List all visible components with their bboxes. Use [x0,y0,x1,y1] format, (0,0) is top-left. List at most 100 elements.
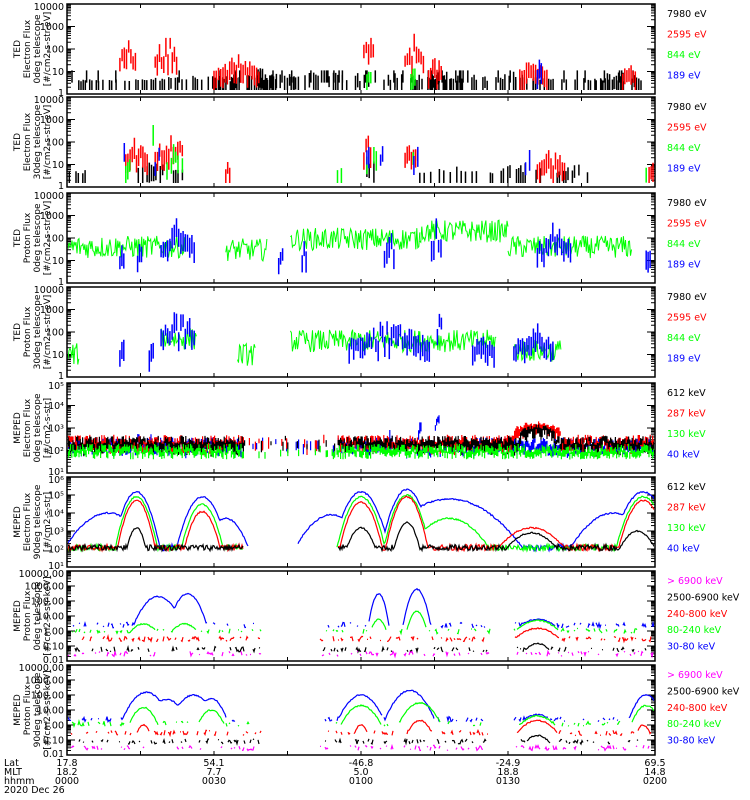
legend-entry: 844 eV [667,239,701,250]
y-axis-label-line: MEPED [13,600,23,632]
series-240-800-kev [70,719,654,738]
y-tick-label: 1 [58,88,64,99]
y-axis-label-line: TED [13,229,23,248]
legend-entry: 844 eV [667,143,701,154]
series-trace [68,443,654,460]
panel-7: 10000.001000.00100.0010.001.000.100.01ME… [13,569,740,666]
x-tick-hhmm: 0200 [643,776,667,787]
y-tick-label: 100 [46,234,64,245]
series-2595-ev [125,135,654,183]
series-189-ev [123,143,531,176]
y-tick-label: 10 [52,256,64,267]
x-tick-hhmm: 0100 [349,776,373,787]
series-trace [68,488,654,553]
series-trace [290,226,421,252]
legend-entry: 2595 eV [667,30,707,41]
series-trace [119,218,651,275]
legend-entry: 30-80 keV [667,736,716,747]
series-189-ev [119,218,651,275]
y-axis-label: MEPED Proton Flux 0deg telescope [#/cm2-s-s… [13,576,53,655]
series-trace [81,627,652,644]
y-axis-label-line: TED [13,40,23,59]
series-trace [123,143,531,176]
series-trace [68,735,644,744]
y-tick-label: 10.00 [37,706,64,717]
x-tick-mlt: 5.0 [353,767,368,778]
legend-entry: 2595 eV [667,219,707,230]
series-trace [68,689,654,724]
y-axis-label-line: MEPED [13,506,23,538]
y-axis-label-line: Proton Flux [23,212,33,263]
y-axis-label-line: 90deg telescope [33,484,43,559]
y-tick-label: 10³ [48,424,64,435]
y-tick-label: 10.00 [37,612,64,623]
series-trace [68,649,654,659]
y-axis-label: MEPED Electron Flux 90deg telescope [#/cm2-… [13,484,53,559]
legend-entry: 844 eV [667,50,701,61]
series-844-ev [366,68,416,90]
x-tick-mlt: 14.8 [644,767,665,778]
y-axis-label-line: MEPED [13,694,23,726]
y-tick-label: 100.00 [31,691,64,702]
y-axis-label-line: Electron Flux [23,112,33,171]
y-tick-label: 100 [46,138,64,149]
series-844-ev [68,328,562,366]
y-axis-label-line: Proton Flux [23,306,33,357]
x-tick-lat: 54.1 [203,758,224,769]
series-240-800-kev [81,627,652,644]
x-tick-hhmm: 0130 [496,776,520,787]
series-7980-ev [71,68,642,90]
panel-6: 10⁶ 10⁵ 10⁴ 10³ 10² 10¹ MEPED Electron Flux 90de… [13,475,706,572]
y-axis-label: TED Electron Flux 0deg telescope [#/cm2-s-s… [13,12,53,87]
y-axis-label-line: Electron Flux [23,492,33,551]
series-trace [419,219,509,244]
panel-1: 10000 1000 100 10 1 TED Electron Flux 0deg tele… [13,2,707,99]
panel-3: 10000 1000 100 10 1 TED Proton Flux 0deg telesc… [13,191,707,288]
y-tick-label: 1000 [40,22,64,33]
data-area [68,312,562,372]
panel-frame [66,286,656,378]
legend-entry: 189 eV [667,164,701,175]
series-2500-6900-kev [68,642,654,654]
series-trace [419,329,497,353]
y-tick-label: 10¹ [48,561,64,572]
y-tick-label: 10000.00 [19,569,64,580]
y-axis-label-line: [#/cm2-s-str] [43,398,53,458]
y-axis-label-line: TED [13,133,23,152]
y-tick-label: 1 [58,277,64,288]
y-tick-label: 10² [48,545,64,556]
legend-entry: 130 keV [667,523,706,534]
series-trace [71,68,642,90]
legend-entry: 80-240 keV [667,625,722,636]
series-trace [366,68,416,90]
y-tick-label: 10² [48,446,64,457]
series-trace [72,611,653,634]
x-tick-lat: -46.8 [349,758,374,769]
series-189-ev [119,312,554,372]
y-axis-label-line: [#/cm2-s-str-keV] [43,576,53,655]
y-axis-label-line: [#/cm2-s-str-eV] [43,12,53,87]
series-2500-6900-kev [68,735,644,744]
series--6900-kev [68,649,654,659]
legend-entry: 7980 eV [667,198,707,209]
legend-entry: 40 keV [667,544,700,555]
legend-entry: 240-800 keV [667,609,728,620]
legend-entry: 40 keV [667,450,700,461]
legend-entry: 2595 eV [667,313,707,324]
y-axis-label-line: 0deg telescope [33,14,43,84]
legend-entry: 2595 eV [667,123,707,134]
y-tick-label: 1000 [40,115,64,126]
y-tick-label: 10⁶ [48,475,64,486]
x-axis-row-label: hhmm [4,776,35,787]
series-trace [119,312,554,372]
y-tick-label: 10⁴ [48,509,64,520]
legend-entry: 189 eV [667,71,701,82]
y-tick-label: 10000 [34,191,64,202]
x-tick-mlt: 7.7 [206,767,221,778]
y-tick-label: 1000.00 [25,582,64,593]
series-trace [71,701,654,729]
y-tick-label: 0.10 [43,642,64,653]
legend-entry: 612 keV [667,482,706,493]
series-80-240-kev [71,701,654,729]
series-trace [119,33,637,90]
